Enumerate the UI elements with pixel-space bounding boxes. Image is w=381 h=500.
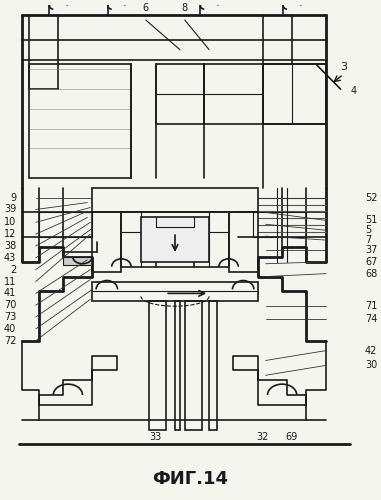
Text: 67: 67 [365,257,377,267]
Text: 33: 33 [149,432,162,442]
Text: 69: 69 [286,432,298,442]
Text: 30: 30 [365,360,377,370]
Text: 52: 52 [365,192,378,202]
Text: 72: 72 [4,336,16,345]
Text: 4: 4 [350,86,357,96]
Text: 39: 39 [4,204,16,214]
Text: 40: 40 [4,324,16,334]
Text: 37: 37 [365,245,377,255]
Text: 41: 41 [4,288,16,298]
Text: 68: 68 [365,268,377,278]
Text: 12: 12 [4,229,16,239]
Text: 71: 71 [365,301,377,311]
Bar [92,282,258,302]
Bar [155,64,204,124]
Bar [122,212,229,266]
Bar [29,64,131,178]
Text: 74: 74 [365,314,377,324]
Bar [141,218,209,262]
Text: ФИГ.14: ФИГ.14 [152,470,227,488]
Text: 70: 70 [4,300,16,310]
Text: 51: 51 [365,216,377,226]
Text: 38: 38 [4,241,16,251]
Text: 6: 6 [143,3,149,13]
Text: 9: 9 [10,192,16,202]
Bar [253,212,306,237]
Bar [149,302,166,430]
Text: 8: 8 [182,3,188,13]
Bar [39,212,92,237]
Text: 10: 10 [4,218,16,228]
Text: 5: 5 [365,225,371,235]
Text: 43: 43 [4,253,16,263]
Bar [263,64,326,124]
Text: 11: 11 [4,276,16,286]
Text: 73: 73 [4,312,16,322]
Bar [92,188,258,212]
Bar [229,212,258,272]
Bar [63,257,92,264]
Bar [209,302,217,430]
Text: 32: 32 [256,432,269,442]
Text: 2: 2 [10,264,16,274]
Text: 7: 7 [365,235,371,245]
Bar [185,302,202,430]
Text: 42: 42 [365,346,377,356]
Bar [175,302,180,430]
Bar [204,64,263,124]
Text: 3: 3 [341,62,347,72]
Bar [92,212,122,272]
